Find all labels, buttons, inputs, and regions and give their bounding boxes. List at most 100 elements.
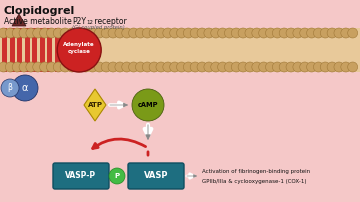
Circle shape: [300, 28, 310, 38]
Circle shape: [5, 62, 15, 72]
Circle shape: [122, 62, 132, 72]
Text: Active metabolite: Active metabolite: [4, 17, 72, 26]
Circle shape: [156, 28, 166, 38]
Text: VASP: VASP: [144, 171, 168, 181]
Circle shape: [231, 62, 241, 72]
Text: Activation of fibrinogen-binding protein: Activation of fibrinogen-binding protein: [202, 169, 310, 175]
Circle shape: [273, 62, 282, 72]
Circle shape: [231, 28, 241, 38]
Circle shape: [19, 62, 29, 72]
Circle shape: [57, 28, 101, 72]
Bar: [32, 28, 37, 72]
FancyArrowPatch shape: [187, 175, 197, 177]
Circle shape: [320, 28, 330, 38]
Circle shape: [286, 62, 296, 72]
Circle shape: [132, 89, 164, 121]
Circle shape: [197, 62, 207, 72]
Circle shape: [87, 62, 98, 72]
Circle shape: [204, 62, 214, 72]
FancyArrowPatch shape: [146, 125, 150, 139]
Circle shape: [341, 28, 351, 38]
Text: VASP-P: VASP-P: [66, 171, 96, 181]
Bar: [24, 28, 30, 72]
Circle shape: [135, 28, 145, 38]
Circle shape: [279, 28, 289, 38]
FancyArrowPatch shape: [145, 125, 151, 136]
Circle shape: [40, 62, 50, 72]
Circle shape: [33, 62, 43, 72]
Circle shape: [142, 28, 152, 38]
Circle shape: [252, 62, 262, 72]
Circle shape: [40, 28, 50, 38]
Circle shape: [307, 62, 316, 72]
Circle shape: [129, 28, 139, 38]
FancyArrowPatch shape: [110, 103, 127, 107]
Circle shape: [115, 62, 125, 72]
Circle shape: [0, 28, 9, 38]
Bar: [17, 28, 22, 72]
Bar: [9, 28, 14, 72]
Text: P: P: [114, 173, 120, 179]
Circle shape: [163, 28, 173, 38]
Circle shape: [245, 28, 255, 38]
Circle shape: [348, 62, 357, 72]
Text: 12: 12: [86, 20, 93, 25]
Text: GPIIb/IIIa & cyclooxygenase-1 (COX-1): GPIIb/IIIa & cyclooxygenase-1 (COX-1): [202, 179, 306, 183]
Circle shape: [122, 28, 132, 38]
Circle shape: [81, 28, 91, 38]
Circle shape: [273, 28, 282, 38]
FancyArrowPatch shape: [93, 139, 145, 148]
Circle shape: [238, 28, 248, 38]
Circle shape: [149, 62, 159, 72]
Circle shape: [142, 62, 152, 72]
Circle shape: [327, 62, 337, 72]
Circle shape: [314, 62, 323, 72]
Polygon shape: [84, 89, 106, 121]
Circle shape: [238, 62, 248, 72]
Circle shape: [101, 28, 111, 38]
Bar: [40, 28, 45, 72]
Circle shape: [327, 28, 337, 38]
Circle shape: [204, 28, 214, 38]
Circle shape: [53, 62, 63, 72]
Circle shape: [101, 62, 111, 72]
Circle shape: [74, 62, 84, 72]
Circle shape: [224, 62, 234, 72]
Circle shape: [108, 28, 118, 38]
Circle shape: [293, 62, 303, 72]
Text: receptor: receptor: [92, 17, 127, 26]
Circle shape: [183, 62, 193, 72]
Circle shape: [5, 28, 15, 38]
Circle shape: [156, 62, 166, 72]
Circle shape: [217, 62, 228, 72]
Circle shape: [170, 62, 180, 72]
Circle shape: [341, 62, 351, 72]
Circle shape: [348, 28, 357, 38]
Circle shape: [252, 28, 262, 38]
Circle shape: [46, 28, 57, 38]
Circle shape: [12, 62, 22, 72]
Circle shape: [245, 62, 255, 72]
Circle shape: [109, 168, 125, 184]
Circle shape: [224, 28, 234, 38]
Text: α: α: [22, 83, 28, 93]
Circle shape: [190, 62, 200, 72]
Circle shape: [266, 62, 275, 72]
Text: Clopidogrel: Clopidogrel: [4, 6, 75, 16]
Circle shape: [12, 75, 38, 101]
Circle shape: [19, 28, 29, 38]
FancyBboxPatch shape: [128, 163, 184, 189]
Circle shape: [149, 28, 159, 38]
Text: cAMP: cAMP: [138, 102, 158, 108]
Text: Adenylate
cyclase: Adenylate cyclase: [63, 42, 95, 54]
Circle shape: [307, 28, 316, 38]
Circle shape: [115, 28, 125, 38]
Circle shape: [266, 28, 275, 38]
Text: P2Y: P2Y: [72, 17, 86, 26]
Circle shape: [108, 62, 118, 72]
Circle shape: [279, 62, 289, 72]
Text: (Gi coupled protein): (Gi coupled protein): [72, 25, 125, 30]
Circle shape: [258, 28, 269, 38]
Circle shape: [1, 79, 19, 97]
FancyArrowPatch shape: [110, 102, 124, 108]
